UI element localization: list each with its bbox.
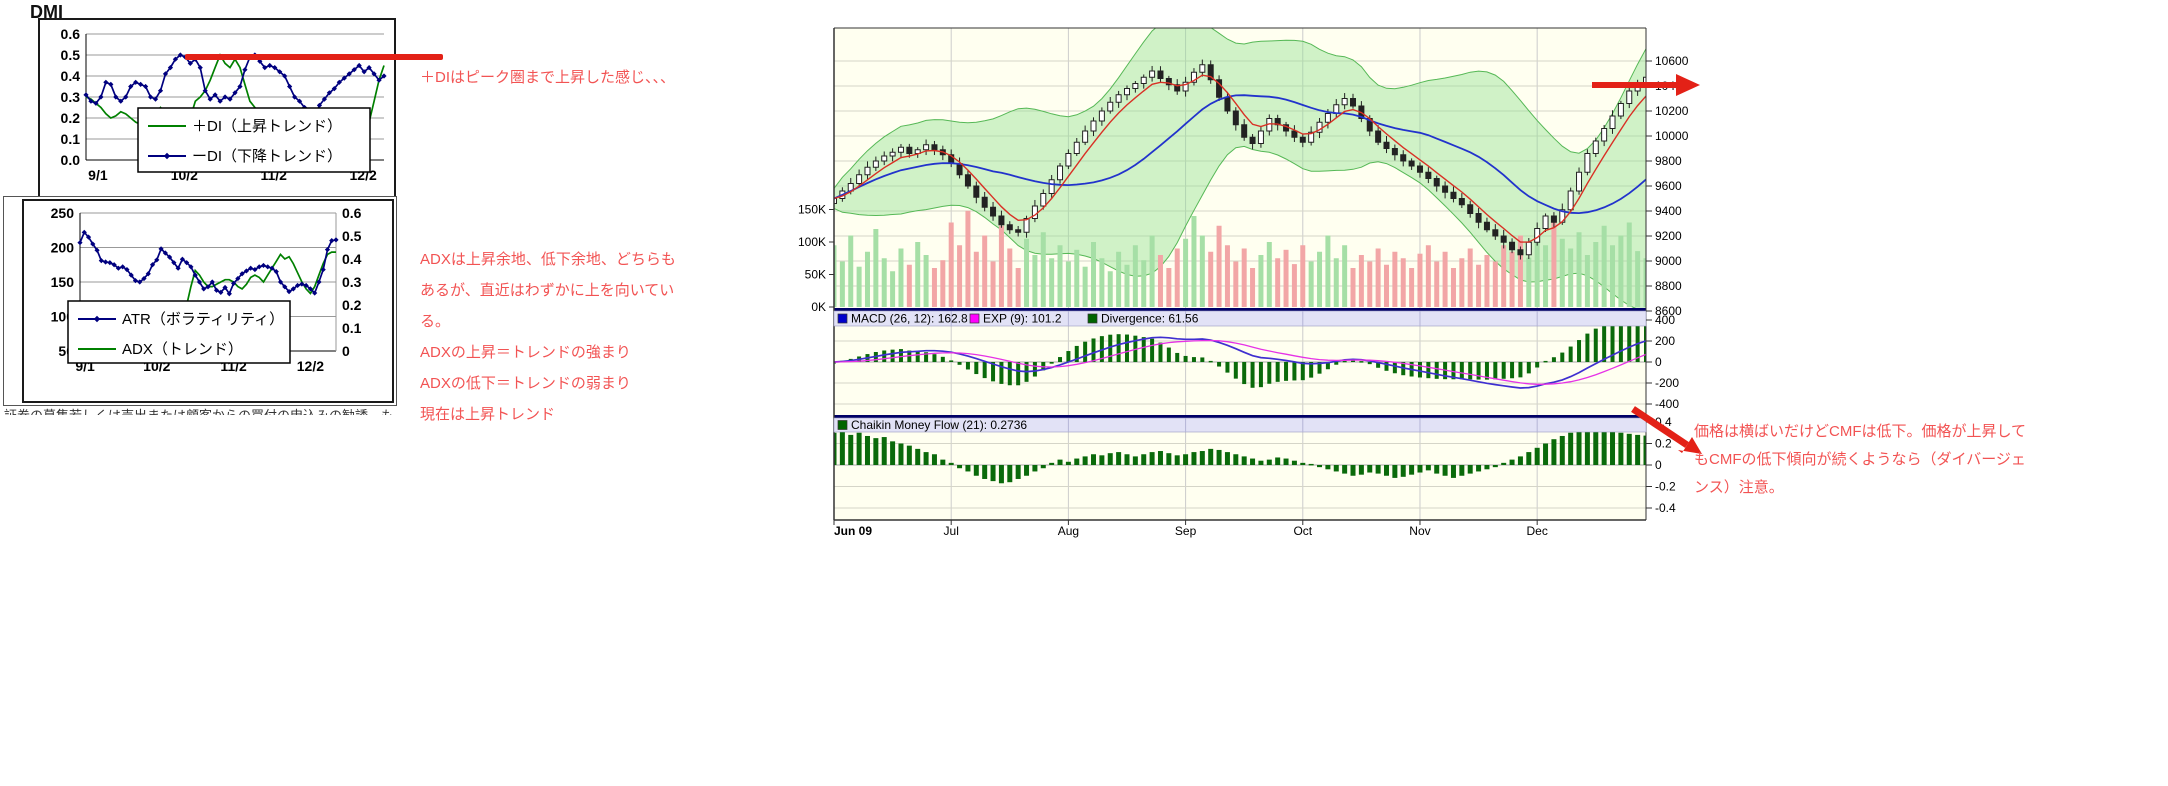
atr-legend-label: ATR（ボラティリティ） bbox=[122, 311, 284, 328]
date-axis-tick: Jul bbox=[944, 524, 959, 538]
svg-text:0.2: 0.2 bbox=[61, 110, 81, 126]
macd-axis-tick: -400 bbox=[1655, 397, 1679, 411]
volume-axis-tick: 50K bbox=[805, 268, 826, 282]
volume-axis-tick: 100K bbox=[798, 235, 826, 249]
svg-text:0.3: 0.3 bbox=[61, 89, 81, 105]
cmf-axis-tick: -0.4 bbox=[1655, 501, 1676, 515]
svg-text:0.0: 0.0 bbox=[61, 152, 81, 168]
price-axis-tick: 8800 bbox=[1655, 279, 1682, 293]
svg-text:0.6: 0.6 bbox=[342, 205, 362, 221]
cmf-legend-item: Chaikin Money Flow (21): 0.2736 bbox=[851, 418, 1027, 432]
volume-axis-tick: 0K bbox=[811, 300, 826, 314]
cmf-axis-tick: -0.2 bbox=[1655, 480, 1676, 494]
stock-chart-svg: MACD (26, 12): 162.8 EXP (9): 101.2 Diverg… bbox=[798, 27, 1689, 538]
price-axis-tick: 9400 bbox=[1655, 204, 1682, 218]
peak-zone-line bbox=[185, 54, 443, 60]
svg-text:12/2: 12/2 bbox=[297, 358, 324, 374]
dmi-legend-plus-di: ＋DI（上昇トレンド） bbox=[192, 118, 342, 135]
price-axis-tick: 9600 bbox=[1655, 179, 1682, 193]
volume-axis-tick: 150K bbox=[798, 203, 826, 217]
price-arrow-icon bbox=[1592, 74, 1700, 96]
macd-legend-item: MACD (26, 12): 162.8 bbox=[851, 312, 968, 326]
date-axis-tick: Sep bbox=[1175, 524, 1197, 538]
svg-text:200: 200 bbox=[51, 240, 75, 256]
price-axis-tick: 10000 bbox=[1655, 129, 1689, 143]
svg-text:9/1: 9/1 bbox=[88, 167, 108, 183]
date-axis-tick: Nov bbox=[1409, 524, 1430, 538]
annotation-line: 価格は横ばいだけどCMFは低下。価格が上昇して bbox=[1694, 423, 2027, 440]
macd-legend-item: EXP (9): 101.2 bbox=[983, 312, 1062, 326]
date-axis-tick: Dec bbox=[1527, 524, 1548, 538]
date-axis-tick: Jun 09 bbox=[834, 524, 872, 538]
price-axis-tick: 8600 bbox=[1655, 304, 1682, 318]
macd-legend-item: Divergence: 61.56 bbox=[1101, 312, 1199, 326]
annotation-line: る。 bbox=[420, 313, 451, 330]
price-axis-tick: 9000 bbox=[1655, 254, 1682, 268]
date-axis-tick: Aug bbox=[1058, 524, 1079, 538]
adx-legend-label: ADX（トレンド） bbox=[122, 341, 243, 358]
dmi-chart: 0.6 0.5 0.4 0.3 0.2 0.1 0.0 9/1 10/2 11/2 12/2 ＋DI（… bbox=[38, 18, 396, 198]
atr-adx-chart: 250 200 150 100 50 0.6 0.5 0.4 0.3 0.2 0.1 0 9/1 10/2… bbox=[22, 199, 394, 403]
dmi-section-title: DMI bbox=[30, 2, 63, 22]
annotation-cmf: 価格は横ばいだけどCMFは低下。価格が上昇して もCMFの低下傾向が続くようなら… bbox=[1694, 418, 2026, 502]
annotation-plus-di: ＋DIはピーク圏まで上昇した感じ、、、 bbox=[420, 69, 676, 86]
svg-text:0.2: 0.2 bbox=[342, 297, 362, 313]
cmf-arrow-icon bbox=[1631, 406, 1702, 454]
annotation-line: もCMFの低下傾向が続くようなら（ダイバージェ bbox=[1694, 451, 2026, 468]
macd-axis-tick: 400 bbox=[1655, 313, 1675, 327]
svg-text:250: 250 bbox=[51, 205, 75, 221]
annotation-line: ンス）注意。 bbox=[1694, 479, 1784, 496]
price-axis-tick: 10600 bbox=[1655, 54, 1689, 68]
svg-text:150: 150 bbox=[51, 274, 75, 290]
annotation-adx: ADXは上昇余地、低下余地、どちらも あるが、直近はわずかに上を向いてい る。 … bbox=[420, 244, 676, 430]
annotation-line: ADXの上昇＝トレンドの強まり bbox=[420, 344, 631, 361]
dmi-chart-svg: 0.60.50.40.30.20.10.09/1 10/2 11/2 12/2＋DI（… bbox=[61, 26, 387, 183]
annotation-line: ADXは上昇余地、低下余地、どちらも bbox=[420, 251, 676, 268]
date-axis-tick: Oct bbox=[1293, 524, 1312, 538]
cmf-axis-tick: 0 bbox=[1655, 458, 1662, 472]
macd-axis-tick: 200 bbox=[1655, 334, 1675, 348]
svg-text:0.5: 0.5 bbox=[61, 47, 81, 63]
svg-text:0.4: 0.4 bbox=[61, 68, 81, 84]
svg-text:0.3: 0.3 bbox=[342, 274, 362, 290]
svg-text:0: 0 bbox=[342, 343, 350, 359]
svg-text:0.5: 0.5 bbox=[342, 228, 362, 244]
svg-text:0.4: 0.4 bbox=[342, 251, 362, 267]
annotation-line: ADXの低下＝トレンドの弱まり bbox=[420, 375, 631, 392]
svg-text:0.6: 0.6 bbox=[61, 26, 81, 42]
annotation-line: 現在は上昇トレンド bbox=[420, 406, 556, 423]
annotation-line: あるが、直近はわずかに上を向いてい bbox=[420, 282, 675, 299]
cmf-axis-tick: 0.2 bbox=[1655, 437, 1672, 451]
svg-text:0.1: 0.1 bbox=[61, 131, 81, 147]
stock-chart: MACD (26, 12): 162.8 EXP (9): 101.2 Diverg… bbox=[770, 26, 1715, 552]
svg-text:0.1: 0.1 bbox=[342, 320, 362, 336]
dmi-legend-minus-di: ーDI（下降トレンド） bbox=[192, 148, 342, 165]
price-axis-tick: 10200 bbox=[1655, 104, 1689, 118]
macd-axis-tick: -200 bbox=[1655, 376, 1679, 390]
price-axis-tick: 9200 bbox=[1655, 229, 1682, 243]
macd-axis-tick: 0 bbox=[1655, 355, 1662, 369]
price-axis-tick: 9800 bbox=[1655, 154, 1682, 168]
disclaimer-text: 証券の募集若しくは売出または顧客からの買付の申込みの勧誘、もしくは顧客に対する投… bbox=[4, 405, 392, 415]
